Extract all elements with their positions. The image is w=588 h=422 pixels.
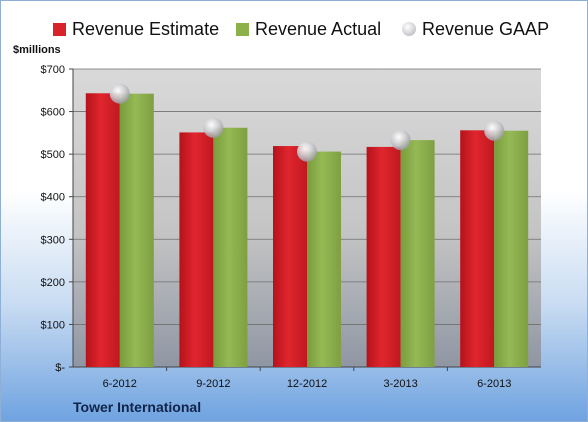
y-axis-unit-label: $millions	[13, 44, 61, 56]
x-tick-label: 12-2012	[287, 378, 327, 390]
bar-revenue-actual	[400, 140, 435, 367]
x-tick-label: 3-2013	[383, 378, 417, 390]
legend-item-estimate: Revenue Estimate	[53, 15, 219, 43]
bar-revenue-actual	[307, 151, 341, 367]
bar-revenue-estimate	[273, 146, 307, 367]
bar-revenue-actual	[494, 130, 529, 367]
legend-swatch-estimate	[53, 22, 66, 36]
y-tick-label: $400	[41, 192, 65, 204]
y-tick-label: $700	[41, 64, 65, 76]
legend: Revenue Estimate Revenue Actual Revenue …	[1, 15, 587, 43]
y-tick-label: $500	[41, 149, 65, 161]
y-tick-label: $600	[41, 107, 65, 119]
legend-label-actual: Revenue Actual	[255, 18, 382, 39]
marker-revenue-gaap	[297, 141, 317, 162]
x-tick-label: 6-2013	[477, 378, 511, 390]
legend-marker-gaap	[402, 22, 416, 36]
legend-item-gaap: Revenue GAAP	[402, 15, 549, 43]
legend-label-estimate: Revenue Estimate	[72, 18, 220, 39]
bar-revenue-actual	[119, 93, 154, 367]
bar-revenue-estimate	[460, 130, 495, 367]
legend-item-actual: Revenue Actual	[236, 15, 381, 43]
marker-revenue-gaap	[390, 130, 411, 151]
bar-revenue-estimate	[85, 93, 120, 367]
y-tick-label: $100	[41, 319, 65, 331]
marker-revenue-gaap	[484, 120, 505, 141]
legend-swatch-actual	[236, 22, 249, 36]
x-tick-label: 6-2012	[103, 378, 137, 390]
marker-revenue-gaap	[109, 83, 130, 104]
x-tick-label: 9-2012	[196, 378, 230, 390]
marker-revenue-gaap	[203, 117, 224, 138]
bar-revenue-actual	[213, 127, 248, 368]
bar-revenue-estimate	[179, 132, 214, 367]
y-tick-label: $200	[41, 277, 65, 289]
y-tick-label: $-	[55, 362, 65, 374]
legend-label-gaap: Revenue GAAP	[422, 18, 550, 39]
company-name: Tower International	[73, 399, 202, 415]
bar-revenue-estimate	[366, 146, 401, 367]
y-tick-label: $300	[41, 234, 65, 246]
